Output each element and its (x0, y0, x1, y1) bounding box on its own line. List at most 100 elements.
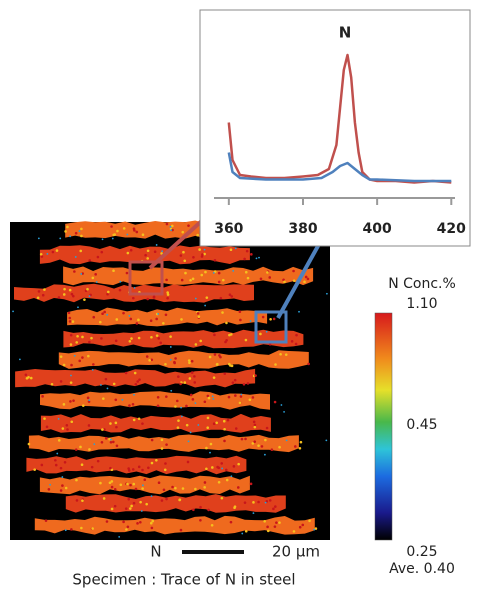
map-speck (205, 296, 209, 299)
map-speck (61, 484, 64, 487)
map-speck (203, 248, 206, 251)
map-speck (170, 229, 173, 232)
map-speck (100, 337, 103, 340)
map-speck (266, 529, 270, 533)
map-speck (59, 355, 63, 358)
map-speck (160, 499, 164, 502)
map-speck (187, 224, 190, 227)
map-speck (41, 395, 44, 398)
map-speck (253, 440, 257, 443)
map-speck (131, 402, 135, 406)
map-speck (196, 312, 200, 315)
map-speck (169, 346, 172, 348)
map-speck (76, 334, 79, 338)
map-speck (169, 225, 172, 228)
map-speck (165, 443, 168, 446)
colorbar-label: N Conc.% (388, 276, 456, 292)
map-speck (57, 296, 61, 299)
map-speck (200, 273, 204, 277)
map-speck (62, 363, 66, 367)
map-speck (193, 375, 196, 378)
map-speck (137, 417, 141, 421)
map-speck (303, 280, 306, 284)
map-speck (161, 250, 164, 253)
map-speck (130, 337, 133, 340)
map-speck (132, 227, 136, 230)
map-speck (87, 354, 90, 358)
map-speck (278, 521, 281, 524)
map-speck (80, 526, 83, 530)
map-speck (87, 424, 91, 427)
map-speck (88, 399, 91, 402)
map-speck (187, 440, 190, 443)
map-speck (180, 318, 183, 321)
map-speck (266, 271, 269, 274)
map-speck (173, 361, 176, 365)
map-speck (194, 487, 197, 491)
map-band (63, 266, 314, 286)
map-speck (164, 362, 167, 366)
map-speck (57, 439, 61, 442)
map-speck (113, 233, 117, 236)
map-speck (179, 254, 183, 257)
map-speck (144, 253, 147, 257)
map-speck (215, 421, 218, 425)
map-speck (194, 297, 197, 300)
map-speck (211, 395, 214, 398)
map-speck (240, 437, 244, 441)
map-speck (74, 448, 78, 451)
map-speck (263, 453, 266, 456)
map-speck (180, 415, 183, 418)
map-speck (213, 353, 217, 356)
map-speck (301, 523, 305, 527)
map-speck (62, 403, 66, 406)
red-marker (128, 260, 164, 296)
map-speck (59, 466, 63, 470)
map-speck (186, 460, 190, 464)
map-speck (282, 278, 285, 282)
map-speck (132, 482, 136, 486)
map-speck (63, 460, 67, 464)
map-speck (189, 431, 192, 434)
map-speck (129, 248, 133, 252)
map-speck (237, 462, 240, 466)
map-speck (91, 368, 94, 371)
map-speck (59, 489, 63, 492)
map-speck (139, 520, 142, 524)
map-speck (142, 484, 144, 487)
map-speck (165, 278, 168, 282)
map-speck (135, 230, 139, 234)
map-speck (128, 507, 132, 510)
map-speck (292, 530, 296, 533)
map-speck (126, 525, 130, 529)
map-speck (238, 401, 242, 405)
map-speck (217, 280, 221, 284)
map-band (39, 475, 250, 495)
map-speck (130, 504, 133, 508)
map-speck (106, 313, 109, 316)
map-speck (194, 343, 198, 346)
map-speck (232, 270, 235, 272)
map-speck (275, 521, 278, 524)
map-speck (259, 277, 263, 281)
map-speck (132, 296, 135, 300)
map-speck (40, 255, 44, 258)
map-speck (119, 483, 123, 487)
map-band (28, 434, 299, 453)
map-speck (70, 420, 74, 424)
map-speck (110, 507, 114, 511)
map-speck (199, 518, 202, 522)
map-speck (118, 288, 122, 292)
map-speck (80, 463, 84, 466)
map-speck (217, 480, 221, 484)
map-speck (150, 438, 154, 442)
map-speck (114, 398, 118, 402)
map-speck (273, 525, 277, 528)
map-speck (180, 278, 184, 282)
map-speck (128, 404, 131, 407)
map-speck (133, 371, 137, 375)
map-speck (64, 230, 67, 233)
map-speck (68, 316, 72, 320)
map-speck (243, 257, 246, 261)
map-speck (179, 382, 182, 386)
